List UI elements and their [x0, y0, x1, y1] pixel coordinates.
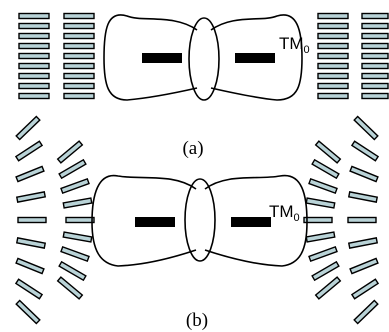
lc-molecule-a-left-1-4	[63, 52, 95, 60]
lc-molecule-b-left-inner-8	[56, 276, 84, 300]
lc-molecule-b-right-outer-7	[350, 278, 380, 300]
lc-molecule-a-left-0-6	[18, 72, 50, 80]
lc-molecule-a-right-1-2	[361, 32, 389, 40]
lc-molecule-a-left-0-8	[18, 92, 50, 100]
mode-label-subscript-b: 0	[294, 212, 300, 224]
lc-molecule-b-right-inner-5	[305, 231, 336, 243]
lc-molecule-b-right-outer-1	[350, 140, 380, 162]
mode-label-a: TM0	[279, 34, 310, 56]
lc-molecules-left-b	[14, 115, 95, 325]
lc-molecule-b-right-inner-4	[303, 216, 333, 224]
lc-molecule-a-right-0-0	[317, 12, 349, 20]
mode-lobe-right-a	[210, 14, 303, 101]
mode-label-b: TM0	[269, 202, 300, 224]
mode-lobe-left-b	[91, 174, 197, 267]
mode-label-text-a: TM	[279, 34, 304, 53]
lc-molecule-a-left-1-0	[63, 12, 95, 20]
lc-molecule-b-left-inner-4	[65, 216, 95, 224]
lc-molecule-b-left-outer-8	[15, 299, 41, 325]
lc-molecule-a-left-0-2	[18, 32, 50, 40]
lc-molecule-b-left-outer-5	[15, 237, 47, 249]
lc-molecule-a-right-1-4	[361, 52, 389, 60]
lc-molecule-b-left-outer-1	[14, 140, 44, 162]
lc-molecule-a-right-1-8	[361, 92, 389, 100]
lc-molecules-left-a	[18, 12, 95, 100]
lc-molecule-b-right-inner-7	[311, 260, 340, 282]
lc-molecule-b-left-outer-7	[14, 278, 44, 300]
lc-molecule-a-right-0-5	[317, 62, 349, 70]
lc-molecule-a-right-1-5	[361, 62, 389, 70]
mode-center-overlap-a	[188, 17, 220, 101]
lc-molecules-right-a	[317, 12, 389, 100]
lc-molecule-a-left-0-7	[18, 82, 50, 90]
lc-molecule-b-left-inner-0	[56, 140, 84, 164]
lc-molecule-a-right-0-6	[317, 72, 349, 80]
lc-molecule-b-left-inner-7	[58, 260, 87, 282]
metal-strip-right-a	[235, 53, 275, 63]
lc-molecule-a-left-0-3	[18, 42, 50, 50]
lc-molecule-b-right-outer-4	[347, 216, 377, 224]
lc-molecule-b-left-outer-4	[17, 216, 47, 224]
lc-molecule-b-right-inner-8	[314, 276, 342, 300]
lc-molecule-b-left-outer-3	[15, 191, 47, 203]
lc-molecule-a-left-1-3	[63, 42, 95, 50]
lc-molecule-b-right-outer-3	[347, 191, 379, 203]
lc-molecule-a-right-0-2	[317, 32, 349, 40]
mode-lobe-right-b	[204, 174, 308, 267]
caption-b: (b)	[186, 310, 208, 331]
lc-molecule-b-right-inner-3	[305, 197, 336, 209]
lc-molecule-b-left-inner-6	[60, 245, 90, 263]
lc-molecule-a-right-1-7	[361, 82, 389, 90]
lc-molecule-a-left-1-6	[63, 72, 95, 80]
mode-label-text-b: TM	[269, 202, 294, 221]
lc-molecule-b-right-inner-1	[311, 158, 340, 180]
mode-profile-b	[91, 174, 308, 267]
mode-profile-a	[103, 14, 303, 101]
lc-molecule-b-right-inner-0	[314, 140, 342, 164]
lc-molecule-b-left-inner-1	[58, 158, 87, 180]
panel-a: TM0 (a)	[18, 12, 389, 159]
lc-molecule-b-right-outer-8	[353, 299, 379, 325]
lc-molecule-a-left-0-5	[18, 62, 50, 70]
lc-molecule-b-right-outer-5	[347, 237, 379, 249]
lc-molecule-b-left-outer-2	[15, 165, 45, 183]
caption-a: (a)	[182, 138, 203, 159]
lc-molecule-a-right-0-1	[317, 22, 349, 30]
lc-molecules-right-b	[303, 115, 380, 325]
lc-molecule-a-left-1-5	[63, 62, 95, 70]
lc-molecule-b-right-outer-6	[349, 257, 379, 275]
lc-molecule-b-right-inner-2	[308, 177, 338, 195]
metal-strip-left-b	[135, 217, 175, 227]
lc-molecule-a-right-1-0	[361, 12, 389, 20]
lc-molecule-b-left-outer-6	[15, 257, 45, 275]
lc-molecule-a-left-1-1	[63, 22, 95, 30]
lc-molecule-a-left-0-4	[18, 52, 50, 60]
lc-molecule-a-left-1-2	[63, 32, 95, 40]
metal-strip-right-b	[231, 217, 271, 227]
lc-molecule-a-right-0-8	[317, 92, 349, 100]
lc-molecule-b-left-inner-5	[62, 231, 93, 243]
lc-molecule-b-left-inner-2	[60, 177, 90, 195]
lc-molecule-a-left-1-7	[63, 82, 95, 90]
lc-molecule-a-left-0-0	[18, 12, 50, 20]
metal-strip-left-a	[142, 53, 182, 63]
lc-molecule-a-right-1-3	[361, 42, 389, 50]
lc-molecule-b-right-inner-6	[308, 245, 338, 263]
lc-molecule-a-right-0-4	[317, 52, 349, 60]
mode-center-overlap-b	[184, 178, 216, 262]
mode-label-subscript-a: 0	[304, 44, 310, 56]
mode-lobe-left-a	[103, 14, 198, 101]
lc-molecule-a-right-1-6	[361, 72, 389, 80]
lc-molecule-b-right-outer-2	[349, 165, 379, 183]
lc-molecule-b-right-outer-0	[353, 115, 379, 141]
lc-molecule-b-left-outer-0	[15, 115, 41, 141]
lc-molecule-a-right-0-3	[317, 42, 349, 50]
lc-molecule-b-left-inner-3	[62, 197, 93, 209]
panel-b: TM0 (b)	[14, 115, 380, 331]
lc-molecule-a-right-1-1	[361, 22, 389, 30]
lc-molecule-a-right-0-7	[317, 82, 349, 90]
lc-molecule-a-left-0-1	[18, 22, 50, 30]
lc-molecule-a-left-1-8	[63, 92, 95, 100]
